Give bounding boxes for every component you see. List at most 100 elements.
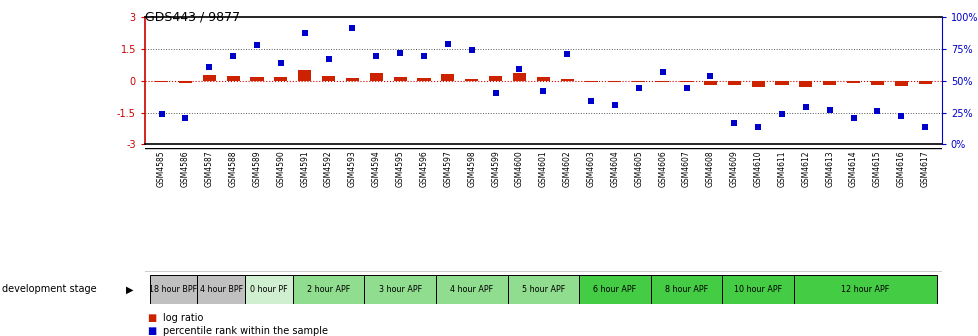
Point: [535, 88, 551, 93]
Text: GSM4603: GSM4603: [586, 150, 595, 187]
Text: ■: ■: [147, 312, 156, 323]
Bar: [150, 275, 198, 304]
Point: [321, 56, 336, 61]
Text: GSM4590: GSM4590: [276, 150, 286, 187]
Text: 4 hour APF: 4 hour APF: [450, 285, 493, 294]
Text: GDS443 / 9877: GDS443 / 9877: [145, 10, 240, 23]
Text: GSM4607: GSM4607: [682, 150, 690, 187]
Bar: [435, 275, 507, 304]
Text: ■: ■: [147, 326, 156, 336]
Text: GSM4617: GSM4617: [919, 150, 929, 187]
Point: [464, 47, 479, 53]
Point: [487, 91, 503, 96]
Text: 5 hour APF: 5 hour APF: [521, 285, 564, 294]
Point: [630, 86, 645, 91]
Point: [154, 111, 169, 117]
Bar: [869, 81, 883, 85]
Bar: [155, 81, 168, 82]
Bar: [202, 75, 216, 81]
Bar: [298, 70, 311, 81]
Text: GSM4616: GSM4616: [896, 150, 905, 187]
Bar: [507, 275, 579, 304]
Bar: [393, 77, 406, 81]
Text: GSM4589: GSM4589: [252, 150, 261, 187]
Text: 0 hour PF: 0 hour PF: [250, 285, 288, 294]
Bar: [226, 76, 240, 81]
Point: [797, 105, 813, 110]
Text: GSM4615: GSM4615: [872, 150, 881, 187]
Text: GSM4586: GSM4586: [181, 150, 190, 187]
Point: [249, 42, 265, 48]
Bar: [680, 81, 692, 82]
Bar: [607, 81, 621, 82]
Bar: [894, 81, 907, 86]
Text: percentile rank within the sample: percentile rank within the sample: [163, 326, 329, 336]
Text: 8 hour APF: 8 hour APF: [664, 285, 707, 294]
Bar: [274, 78, 288, 81]
Text: GSM4611: GSM4611: [777, 150, 785, 187]
Bar: [465, 79, 478, 81]
Text: GSM4606: GSM4606: [657, 150, 666, 187]
Text: 18 hour BPF: 18 hour BPF: [150, 285, 198, 294]
Text: GSM4604: GSM4604: [610, 150, 619, 187]
Text: GSM4610: GSM4610: [753, 150, 762, 187]
Text: GSM4598: GSM4598: [467, 150, 475, 187]
Text: GSM4600: GSM4600: [514, 150, 523, 187]
Text: GSM4599: GSM4599: [491, 150, 500, 187]
Text: GSM4602: GSM4602: [562, 150, 571, 187]
Point: [868, 109, 884, 114]
Point: [774, 111, 789, 117]
Bar: [703, 81, 716, 85]
Bar: [198, 275, 244, 304]
Point: [726, 120, 741, 125]
Point: [702, 73, 718, 78]
Text: 12 hour APF: 12 hour APF: [840, 285, 889, 294]
Point: [273, 60, 289, 66]
Text: GSM4588: GSM4588: [229, 150, 238, 187]
Text: GSM4613: GSM4613: [824, 150, 833, 187]
Text: GSM4594: GSM4594: [372, 150, 380, 187]
Bar: [917, 81, 931, 84]
Text: GSM4601: GSM4601: [538, 150, 548, 187]
Point: [392, 50, 408, 55]
Bar: [417, 78, 430, 81]
Point: [558, 51, 574, 56]
Bar: [345, 78, 359, 81]
Bar: [579, 275, 650, 304]
Point: [225, 54, 241, 59]
Point: [606, 102, 622, 108]
Point: [654, 69, 670, 74]
Point: [583, 98, 599, 104]
Point: [678, 86, 693, 91]
Bar: [536, 78, 550, 81]
Text: GSM4605: GSM4605: [634, 150, 643, 187]
Bar: [632, 81, 645, 82]
Text: GSM4585: GSM4585: [156, 150, 166, 187]
Point: [416, 54, 431, 59]
Bar: [751, 81, 764, 87]
Bar: [489, 76, 502, 81]
Bar: [322, 76, 334, 81]
Text: GSM4609: GSM4609: [729, 150, 738, 187]
Bar: [560, 79, 573, 81]
Text: GSM4591: GSM4591: [300, 150, 309, 187]
Bar: [292, 275, 364, 304]
Point: [893, 114, 909, 119]
Bar: [655, 81, 669, 82]
Text: GSM4608: GSM4608: [705, 150, 714, 187]
Text: 3 hour APF: 3 hour APF: [378, 285, 422, 294]
Point: [916, 124, 932, 129]
Point: [821, 107, 836, 113]
Text: 2 hour APF: 2 hour APF: [307, 285, 350, 294]
Bar: [727, 81, 740, 85]
Point: [344, 26, 360, 31]
Text: GSM4592: GSM4592: [324, 150, 333, 187]
Text: GSM4597: GSM4597: [443, 150, 452, 187]
Bar: [775, 81, 787, 85]
Point: [368, 54, 383, 59]
Text: log ratio: log ratio: [163, 312, 203, 323]
Bar: [584, 81, 597, 82]
Point: [296, 31, 312, 36]
Bar: [179, 81, 192, 83]
Bar: [250, 77, 263, 81]
